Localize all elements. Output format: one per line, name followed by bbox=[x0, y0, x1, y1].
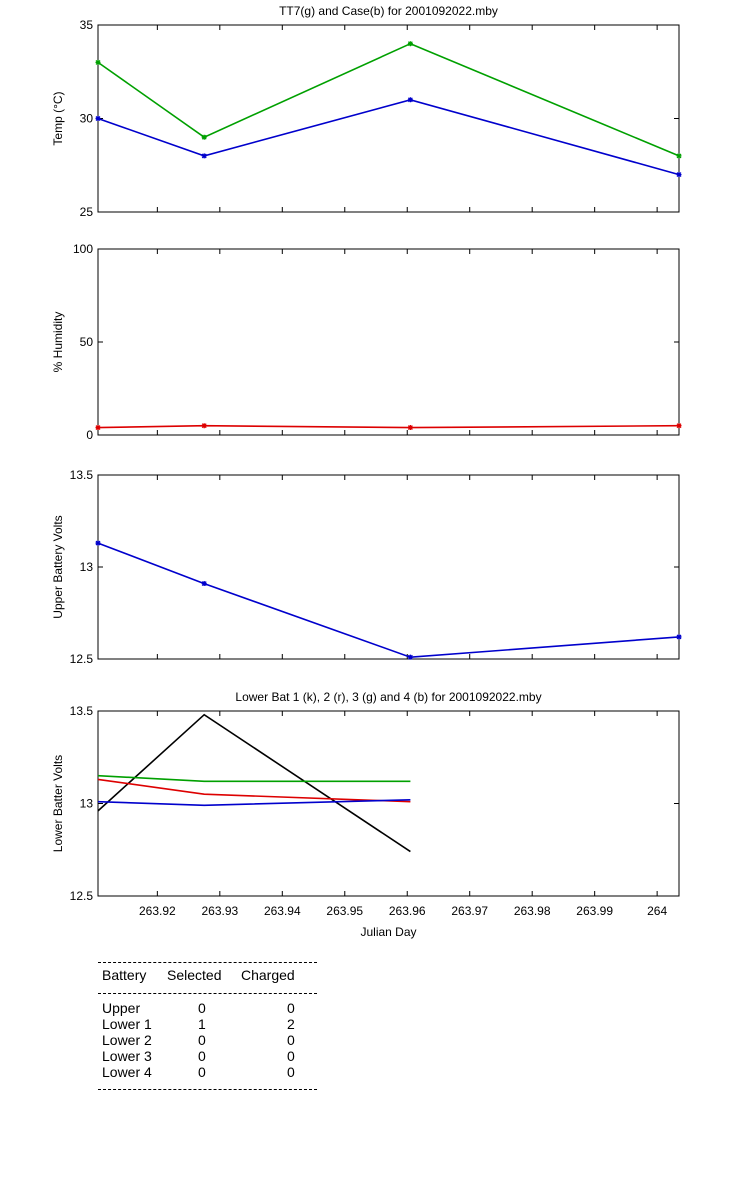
chart-panel-4: 263.92 263.93 263.94 263.95 263.96 263.97 263.… bbox=[51, 690, 680, 939]
x-tick-label: 264 bbox=[647, 904, 667, 918]
y-tick-label: 100 bbox=[73, 242, 93, 256]
x-tick-label: 263.97 bbox=[451, 904, 488, 918]
table-header-selected: Selected bbox=[167, 967, 222, 983]
table-cell-charged: 2 bbox=[287, 1016, 295, 1032]
x-tick-label: 263.99 bbox=[576, 904, 613, 918]
table-cell-charged: 0 bbox=[287, 1048, 295, 1064]
data-point bbox=[676, 172, 682, 178]
x-tick-label: 263.95 bbox=[326, 904, 363, 918]
data-point bbox=[201, 153, 207, 159]
table-divider-top bbox=[98, 962, 317, 963]
table-cell-selected: 1 bbox=[198, 1016, 206, 1032]
chart-panel-1: 25 30 35 TT7(g) and Case(b) for 2001092022.… bbox=[51, 4, 682, 219]
y-tick-label: 0 bbox=[86, 428, 93, 442]
chart-panel-2: 0 50 100 % Humidity bbox=[51, 242, 682, 442]
series-line-tt7 bbox=[97, 42, 680, 157]
data-point bbox=[407, 97, 413, 103]
table-cell-battery: Lower 1 bbox=[102, 1016, 152, 1032]
y-axis-label: Temp (°C) bbox=[51, 91, 65, 145]
x-tick-label: 263.98 bbox=[514, 904, 551, 918]
plot-frame bbox=[97, 474, 680, 660]
data-point bbox=[676, 634, 682, 640]
y-tick-label: 35 bbox=[80, 18, 94, 32]
table-cell-selected: 0 bbox=[198, 1048, 206, 1064]
series-line-lower-bat-1 bbox=[97, 713, 411, 853]
series-line-1 bbox=[97, 424, 680, 429]
table-cell-charged: 0 bbox=[287, 1032, 295, 1048]
y-tick-label: 30 bbox=[80, 112, 94, 126]
data-point bbox=[407, 41, 413, 47]
table-cell-selected: 0 bbox=[198, 1032, 206, 1048]
table-cell-selected: 0 bbox=[198, 1000, 206, 1016]
series-line-lower-bat-4 bbox=[97, 799, 411, 807]
data-point bbox=[95, 59, 101, 65]
table-cell-battery: Upper bbox=[102, 1000, 141, 1016]
chart-panel-3: 12.5 13 13.5 Upper Battery Volts bbox=[51, 468, 682, 666]
table-header-battery: Battery bbox=[102, 967, 147, 983]
data-point bbox=[201, 581, 207, 587]
y-tick-label: 50 bbox=[80, 335, 94, 349]
series-line-1 bbox=[97, 542, 680, 659]
data-point bbox=[95, 116, 101, 121]
y-tick-label: 13 bbox=[80, 797, 94, 811]
series-line-lower-bat-3 bbox=[97, 774, 411, 783]
y-tick-label: 13.5 bbox=[70, 468, 94, 482]
table-cell-battery: Lower 4 bbox=[102, 1064, 152, 1080]
x-tick-label: 263.96 bbox=[389, 904, 426, 918]
plot-frame bbox=[97, 710, 680, 897]
data-point bbox=[407, 425, 413, 431]
plot-frame bbox=[97, 24, 680, 213]
data-point bbox=[676, 153, 682, 159]
y-axis-label: Upper Battery Volts bbox=[51, 515, 65, 618]
x-tick-label: 263.94 bbox=[264, 904, 301, 918]
chart-title: TT7(g) and Case(b) for 2001092022.mby bbox=[279, 4, 498, 18]
series-line-case bbox=[97, 98, 680, 176]
y-axis-label: Lower Batter Volts bbox=[51, 755, 65, 852]
data-point bbox=[201, 423, 207, 429]
table-divider-mid bbox=[98, 993, 317, 994]
y-axis-label: % Humidity bbox=[51, 312, 65, 373]
y-tick-label: 12.5 bbox=[70, 652, 94, 666]
x-axis-label: Julian Day bbox=[360, 925, 416, 939]
data-point bbox=[407, 654, 413, 660]
data-point bbox=[95, 425, 101, 431]
table-cell-battery: Lower 2 bbox=[102, 1032, 152, 1048]
y-tick-label: 12.5 bbox=[70, 889, 94, 903]
table-divider-bottom bbox=[98, 1089, 317, 1090]
x-tick-label: 263.92 bbox=[139, 904, 176, 918]
table-header-charged: Charged bbox=[241, 967, 295, 983]
data-point bbox=[201, 134, 207, 140]
table-cell-battery: Lower 3 bbox=[102, 1048, 152, 1064]
table-cell-charged: 0 bbox=[287, 1000, 295, 1016]
table-cell-charged: 0 bbox=[287, 1064, 295, 1080]
data-point bbox=[676, 423, 682, 429]
y-tick-label: 25 bbox=[80, 205, 94, 219]
y-tick-label: 13 bbox=[80, 560, 94, 574]
series-line-lower-bat-2 bbox=[97, 778, 411, 803]
table-cell-selected: 0 bbox=[198, 1064, 206, 1080]
chart-title: Lower Bat 1 (k), 2 (r), 3 (g) and 4 (b) … bbox=[235, 690, 541, 704]
x-tick-label: 263.93 bbox=[201, 904, 238, 918]
plot-frame bbox=[97, 248, 680, 436]
data-point bbox=[95, 540, 101, 546]
y-tick-label: 13.5 bbox=[70, 704, 94, 718]
